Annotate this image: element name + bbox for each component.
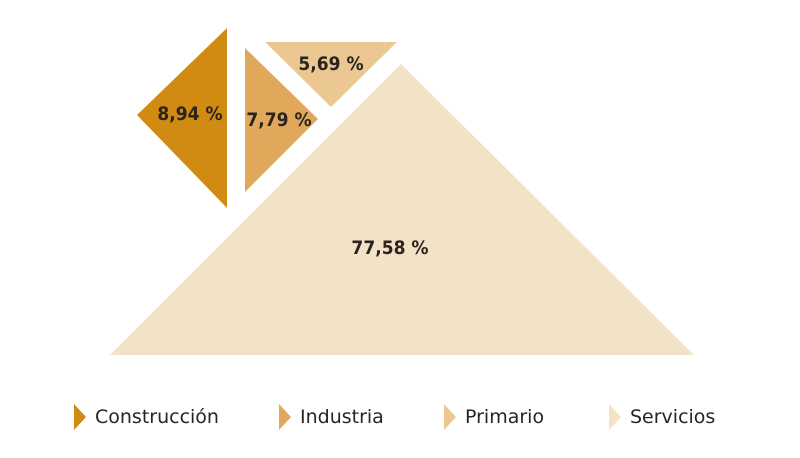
chart-legend: Construcción Industria Primario Servicios [74, 404, 715, 430]
legend-item-industria: Industria [279, 404, 384, 430]
legend-marker-construccion [74, 404, 86, 430]
legend-label-construccion: Construcción [95, 406, 219, 428]
chart-data-labels: 8,94 % 7,79 % 5,69 % 77,58 % [157, 53, 428, 259]
data-label-servicios: 77,58 % [351, 237, 428, 259]
legend-label-servicios: Servicios [630, 406, 715, 428]
legend-item-primario: Primario [444, 404, 544, 430]
legend-marker-servicios [609, 404, 621, 430]
slice-primario [265, 42, 397, 107]
legend-label-primario: Primario [465, 406, 544, 428]
legend-item-servicios: Servicios [609, 404, 715, 430]
data-label-industria: 7,79 % [246, 109, 311, 131]
legend-marker-industria [279, 404, 291, 430]
data-label-primario: 5,69 % [298, 53, 363, 75]
legend-item-construccion: Construcción [74, 404, 219, 430]
legend-label-industria: Industria [300, 406, 384, 428]
chart-slices [110, 28, 694, 355]
slice-industria [245, 48, 318, 192]
legend-marker-primario [444, 404, 456, 430]
data-label-construccion: 8,94 % [157, 103, 222, 125]
slice-servicios [110, 64, 694, 355]
slice-construccion [137, 28, 227, 208]
